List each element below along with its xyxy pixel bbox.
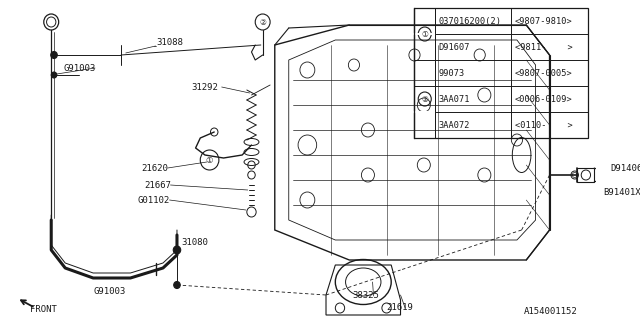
Text: ②: ②	[421, 94, 428, 103]
Text: 38325: 38325	[352, 292, 379, 300]
Text: ②: ②	[259, 18, 266, 27]
Text: 21620: 21620	[141, 164, 168, 172]
Text: A154001152: A154001152	[524, 308, 577, 316]
Text: <9807-0005>: <9807-0005>	[515, 68, 573, 77]
Text: 21667: 21667	[145, 180, 172, 189]
Text: G91003: G91003	[93, 287, 125, 297]
Circle shape	[51, 52, 58, 59]
Circle shape	[173, 282, 180, 289]
Circle shape	[51, 72, 57, 78]
Text: ①: ①	[421, 29, 428, 38]
Text: <0110-    >: <0110- >	[515, 121, 573, 130]
Text: D91406: D91406	[610, 164, 640, 172]
Text: FRONT: FRONT	[30, 305, 57, 314]
Bar	[415, 8, 588, 138]
Circle shape	[173, 246, 180, 254]
Text: G01102: G01102	[138, 196, 170, 204]
Text: 31080: 31080	[182, 237, 209, 246]
Text: 3AA071: 3AA071	[438, 94, 470, 103]
Text: 31292: 31292	[191, 83, 218, 92]
Text: 3AA072: 3AA072	[438, 121, 470, 130]
Text: ①: ①	[206, 156, 213, 164]
Text: B91401X: B91401X	[604, 188, 640, 196]
Text: 31088: 31088	[157, 37, 183, 46]
Text: 99073: 99073	[438, 68, 465, 77]
Text: <9811-    >: <9811- >	[515, 43, 573, 52]
Text: 21619: 21619	[387, 303, 413, 313]
Text: 037016200(2): 037016200(2)	[438, 17, 502, 26]
Text: <9807-9810>: <9807-9810>	[515, 17, 573, 26]
Text: D91607: D91607	[438, 43, 470, 52]
Text: G91003: G91003	[63, 63, 95, 73]
Text: <0006-0109>: <0006-0109>	[515, 94, 573, 103]
